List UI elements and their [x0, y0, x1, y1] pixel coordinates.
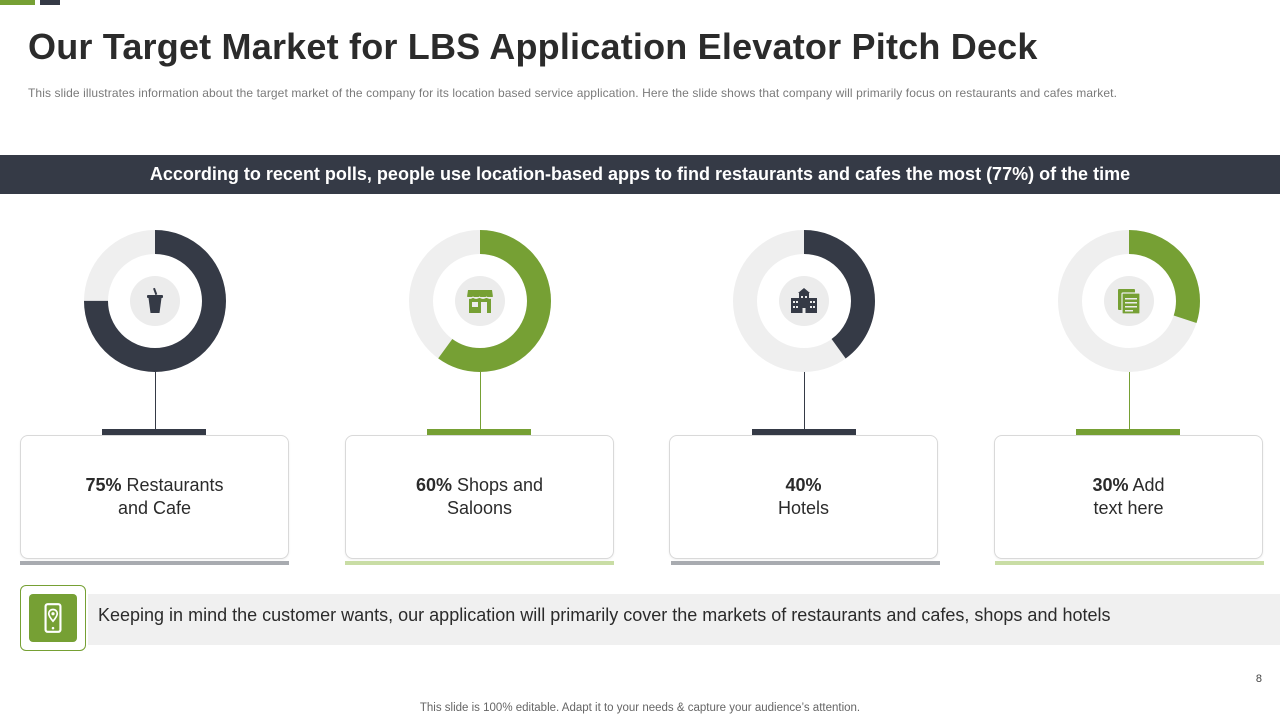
hotel-building-icon	[791, 288, 817, 313]
connector-line-add-text	[1129, 372, 1130, 430]
icon-circle-add-text	[1104, 276, 1154, 326]
card-tab-shops	[427, 429, 531, 440]
card-tab-add-text	[1076, 429, 1180, 440]
card-tab-hotels	[752, 429, 856, 440]
market-card-shops: 60% Shops and Saloons	[345, 435, 614, 559]
connector-line-restaurants	[155, 372, 156, 430]
donut-chart-add-text	[1056, 228, 1202, 374]
corner-accent-dark	[40, 0, 60, 5]
donut-arc-restaurants	[84, 230, 226, 372]
card-underline-hotels	[671, 561, 940, 565]
donut-chart-restaurants	[82, 228, 228, 374]
market-card-hotels: 40% Hotels	[669, 435, 938, 559]
page-number: 8	[1255, 673, 1262, 685]
market-percent: 40%	[785, 475, 822, 495]
market-label-line1: Shops and	[456, 475, 544, 495]
storefront-icon	[466, 290, 494, 313]
summary-icon-box	[20, 585, 86, 651]
donut-ring-shops	[409, 230, 551, 372]
market-label-line2: text here	[1093, 498, 1164, 518]
donut-ring-add-text	[1058, 230, 1200, 372]
market-label-line1: Restaurants	[126, 475, 224, 495]
donut-arc-add-text	[1058, 230, 1200, 372]
market-label-line2: and Cafe	[117, 498, 192, 518]
market-label-line1: Add	[1132, 475, 1165, 495]
icon-circle-restaurants	[130, 276, 180, 326]
poll-banner-text: According to recent polls, people use lo…	[149, 164, 1131, 184]
icon-circle-hotels	[779, 276, 829, 326]
card-underline-shops	[345, 561, 614, 565]
donut-chart-hotels	[731, 228, 877, 374]
document-icon	[1118, 289, 1141, 315]
footer-note: This slide is 100% editable. Adapt it to…	[419, 702, 861, 714]
donut-arc-hotels	[733, 230, 875, 372]
donut-arc-shops	[409, 230, 551, 372]
icon-circle-shops	[455, 276, 505, 326]
connector-line-hotels	[804, 372, 805, 430]
donut-chart-shops	[407, 228, 553, 374]
donut-ring-hotels	[733, 230, 875, 372]
market-percent: 60%	[415, 475, 452, 495]
market-percent: 30%	[1092, 475, 1129, 495]
market-label-line2: Hotels	[777, 498, 830, 518]
mobile-location-icon	[44, 603, 62, 633]
card-tab-restaurants	[102, 429, 206, 440]
page-title: Our Target Market for LBS Application El…	[28, 26, 1038, 67]
drink-cup-icon	[147, 287, 163, 313]
connector-line-shops	[480, 372, 481, 430]
page-subtitle: This slide illustrates information about…	[28, 86, 1118, 100]
summary-text: Keeping in mind the customer wants, our …	[98, 605, 1111, 625]
market-card-restaurants: 75% Restaurants and Cafe	[20, 435, 289, 559]
summary-bar	[88, 594, 1280, 645]
card-underline-restaurants	[20, 561, 289, 565]
market-percent: 75%	[85, 475, 122, 495]
market-card-add-text: 30% Add text here	[994, 435, 1263, 559]
donut-ring-restaurants	[84, 230, 226, 372]
card-underline-add-text	[995, 561, 1264, 565]
corner-accent-green	[0, 0, 35, 5]
poll-banner: According to recent polls, people use lo…	[0, 155, 1280, 194]
market-label-line2: Saloons	[446, 498, 513, 518]
